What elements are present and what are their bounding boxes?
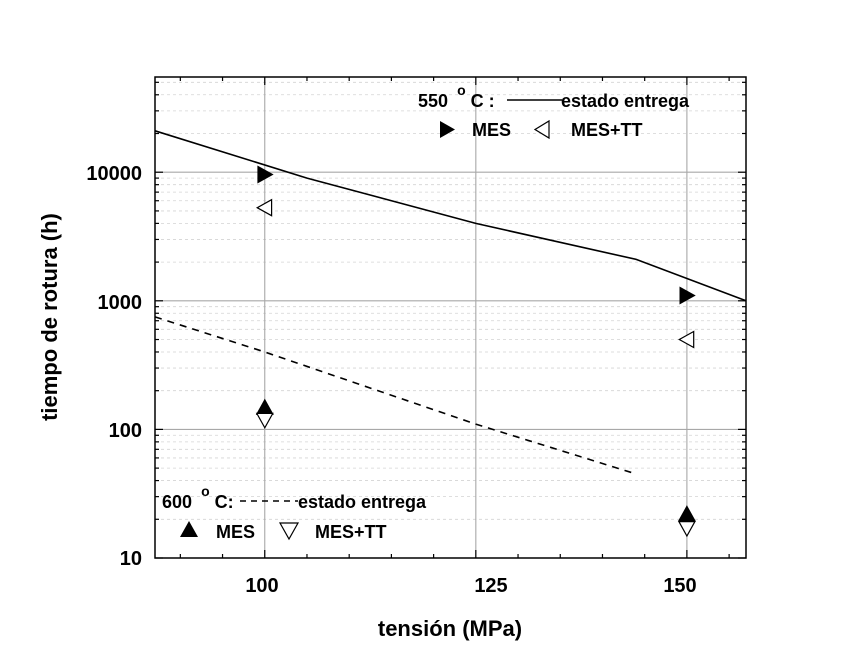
legend-600-temp-degree: o [201,483,210,499]
point-550-mes [257,165,274,184]
point-600-mestt [255,412,274,430]
legend-600-temp-unit: C: [215,492,234,512]
plot-frame [154,76,747,559]
series-550-estado-entrega-line [154,130,747,302]
data-lines [154,130,747,475]
point-550-mestt [255,198,273,217]
series-600-estado-entrega-line [154,316,637,475]
y-tick-label: 100 [109,420,142,442]
legend-550-line-label: estado entrega [561,91,690,111]
legend-550-mes-label: MES [472,120,511,140]
legend-600-temp-value: 600 [162,492,192,512]
legend-550-temp-degree: o [457,82,466,98]
axis-ticks [155,77,746,559]
point-550-mes [679,286,696,305]
x-axis-title: tensión (MPa) [378,616,522,641]
legend-550: 550 o C : estado entrega MES MES+TT [418,79,690,140]
legend-550-temp: 550 o C : [418,79,495,111]
point-600-mestt [677,520,696,538]
point-550-mestt [678,330,695,349]
x-tick-label: 150 [663,575,696,597]
legend-600: 600 o C: estado entrega MES MES+TT [162,480,427,542]
legend-600-line-label: estado entrega [298,492,427,512]
y-tick-labels: 10 100 1000 10000 [86,163,142,570]
y-axis-title: tiempo de rotura (h) [37,213,62,421]
triangle-left-open-icon [533,119,550,140]
triangle-down-open-icon [278,522,300,541]
legend-600-mestt-label: MES+TT [315,522,387,542]
grid [155,77,746,559]
x-tick-labels: 100 125 150 [245,575,696,597]
y-tick-label: 10 [120,548,142,570]
legend-600-temp: 600 o C: [162,480,234,512]
x-tick-label: 100 [245,575,278,597]
legend-550-temp-unit: C : [471,91,495,111]
point-600-mes [677,505,696,522]
triangle-right-filled-icon [440,121,455,138]
y-tick-label: 1000 [98,292,143,314]
markers [255,165,696,538]
legend-600-mes-label: MES [216,522,255,542]
legend-550-mestt-label: MES+TT [571,120,643,140]
triangle-up-filled-icon [180,521,198,537]
legend-550-temp-value: 550 [418,91,448,111]
y-tick-label: 10000 [86,163,142,185]
x-tick-label: 125 [474,575,507,597]
